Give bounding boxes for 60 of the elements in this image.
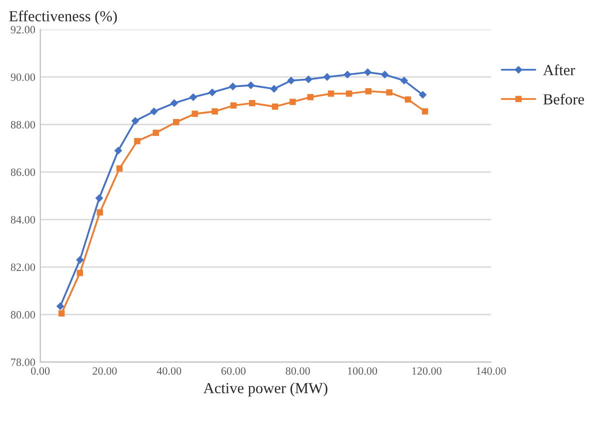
y-tick-label: 78.00	[11, 358, 36, 366]
x-tick-label: 60.00	[221, 367, 246, 375]
point	[170, 99, 178, 108]
point	[114, 146, 122, 155]
y-tick-label: 90.00	[10, 73, 36, 81]
y-tick-label: 84.00	[10, 216, 36, 224]
point	[76, 270, 84, 276]
y-tick-label: 92.00	[10, 26, 36, 34]
point	[96, 209, 104, 216]
x-tick-label: 40.00	[156, 367, 182, 375]
y-tick-label: 88.00	[10, 120, 36, 129]
point	[230, 102, 237, 109]
x-tick-label: 80.00	[286, 367, 310, 375]
x-tick-label: 20.00	[92, 367, 117, 375]
point	[249, 100, 256, 106]
point	[400, 76, 408, 84]
point	[323, 73, 332, 81]
legend-label: After	[543, 64, 576, 76]
point	[208, 88, 216, 96]
point	[189, 93, 198, 102]
legend-label: Before	[543, 94, 584, 104]
point	[228, 82, 237, 90]
point	[344, 70, 352, 79]
point	[76, 256, 84, 264]
point	[418, 90, 427, 99]
point	[173, 118, 180, 126]
point	[422, 108, 428, 115]
point	[290, 98, 296, 106]
point	[56, 302, 64, 310]
point	[328, 90, 334, 97]
point	[386, 89, 392, 96]
point	[131, 117, 140, 125]
point	[307, 94, 314, 100]
x-tick-label: 140.00	[476, 367, 506, 375]
point	[192, 110, 198, 117]
point	[270, 84, 278, 93]
x-tick-label: 100.00	[348, 367, 378, 375]
point	[58, 310, 65, 316]
point	[287, 76, 296, 84]
point	[304, 75, 312, 84]
point	[346, 90, 352, 97]
point	[150, 108, 158, 116]
x-axis-title: Active power (MW)	[203, 382, 328, 396]
point	[152, 130, 160, 136]
point	[380, 70, 389, 79]
point	[95, 194, 104, 202]
point	[212, 108, 218, 115]
y-axis-title: Effectiveness (%)	[9, 10, 117, 24]
point	[364, 68, 372, 76]
y-tick-label: 82.00	[10, 264, 36, 272]
point	[365, 88, 372, 94]
x-tick-label: 120.00	[412, 367, 442, 375]
point	[134, 138, 140, 144]
point	[404, 96, 412, 103]
y-tick-label: 86.00	[10, 168, 36, 176]
point	[272, 104, 278, 110]
y-tick-label: 80.00	[10, 311, 36, 319]
x-tick-label: 0.00	[31, 367, 50, 375]
point	[116, 165, 123, 172]
point	[246, 81, 255, 90]
